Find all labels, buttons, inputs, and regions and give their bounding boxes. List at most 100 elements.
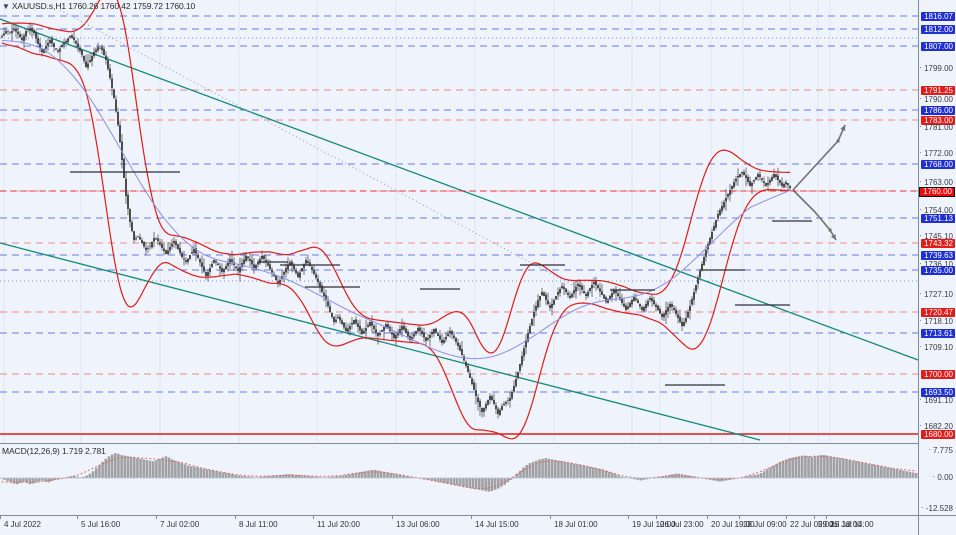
price-tick-current[interactable]: 1760.00 <box>919 187 955 197</box>
price-tick-red[interactable]: 1700.00 <box>921 370 955 379</box>
macd-bar <box>284 474 288 478</box>
macd-bar <box>880 466 883 478</box>
price-tick-blue[interactable]: 1816.07 <box>921 12 955 21</box>
bullish-forecast-line[interactable] <box>792 124 846 191</box>
macd-bar <box>395 474 399 478</box>
macd-bar <box>218 471 222 478</box>
macd-bar <box>883 466 886 478</box>
macd-signal-line[interactable] <box>1 455 917 490</box>
price-axis[interactable]: 1816.07 1812.00 1807.00 1799.00 1791.251790.… <box>918 0 956 515</box>
axis-corner <box>918 515 956 535</box>
trendline-lower-descending-channel[interactable] <box>0 242 761 441</box>
macd-indicator-panel[interactable]: MACD(12,26,9) 1.719 2.781 <box>0 443 918 515</box>
macd-bar <box>94 468 98 478</box>
price-chart-canvas[interactable] <box>0 0 918 443</box>
macd-bar <box>430 478 434 481</box>
price-tick-blue[interactable]: 1768.00 <box>921 160 955 169</box>
macd-bar <box>506 478 510 483</box>
bearish-forecast-head <box>831 234 836 240</box>
macd-bar <box>215 471 218 478</box>
macd-bar <box>351 473 354 478</box>
macd-bar <box>832 456 836 478</box>
macd-bar <box>82 476 85 478</box>
macd-bar <box>496 478 500 489</box>
vertical-gridlines <box>3 0 831 443</box>
macd-bar <box>269 476 272 478</box>
macd-bar <box>234 474 237 478</box>
macd-bar <box>34 478 38 483</box>
macd-bar <box>560 461 563 478</box>
macd-bar <box>199 468 203 478</box>
macd-bar <box>870 464 874 478</box>
macd-bar <box>398 474 402 478</box>
macd-bar <box>25 478 28 483</box>
macd-bar <box>550 459 554 478</box>
macd-bar <box>110 454 114 478</box>
price-tick-red[interactable]: 1783.00 <box>921 116 955 125</box>
macd-bar <box>705 478 709 480</box>
time-axis[interactable]: 4 Jul 2022 5 Jul 16:00 7 Jul 02:00 8 Jul 11… <box>0 515 918 535</box>
macd-bar <box>348 474 351 478</box>
macd-bar <box>753 474 757 478</box>
macd-bar <box>186 465 190 478</box>
macd-bar <box>519 470 522 478</box>
macd-bar <box>892 468 896 478</box>
price-tick-plain: 1736.10 <box>919 259 955 269</box>
macd-bar <box>566 462 570 478</box>
macd-bar <box>614 474 617 478</box>
macd-bar <box>155 460 158 478</box>
price-tick-blue[interactable]: 1713.61 <box>921 329 955 338</box>
macd-bar <box>807 456 810 478</box>
trendline-upper-descending-channel[interactable] <box>0 18 918 361</box>
bollinger-lower-band[interactable] <box>1 42 790 440</box>
time-tick: 26 Jul 23:00 <box>656 516 704 529</box>
price-tick-blue[interactable]: 1812.00 <box>921 25 955 34</box>
macd-bar <box>851 460 855 478</box>
macd-bar <box>747 476 750 478</box>
macd-header: MACD(12,26,9) 1.719 2.781 <box>2 446 106 456</box>
macd-histogram[interactable] <box>0 453 918 492</box>
bearish-forecast-line[interactable] <box>792 189 837 241</box>
macd-bar <box>31 478 35 484</box>
price-tick-blue[interactable]: 1693.50 <box>921 388 955 397</box>
price-tick-red[interactable]: 1743.32 <box>921 239 955 248</box>
price-marker-lines[interactable] <box>70 171 812 386</box>
price-tick-blue[interactable]: 1739.63 <box>921 251 955 260</box>
macd-bar <box>791 457 794 478</box>
macd-bar <box>183 464 187 478</box>
macd-bar <box>474 478 478 490</box>
macd-bar <box>788 458 791 478</box>
price-tick-blue[interactable]: 1807.00 <box>921 42 955 51</box>
macd-bar <box>810 456 813 478</box>
time-tick: 11 Jul 20:00 <box>313 516 360 529</box>
time-tick: 20 Jul 19:00 <box>707 516 755 529</box>
macd-bar <box>167 457 171 478</box>
descending-dotted-ray[interactable] <box>59 9 601 301</box>
macd-bar <box>585 466 589 478</box>
macd-canvas[interactable] <box>0 444 918 515</box>
macd-bar <box>436 478 440 482</box>
macd-bar <box>490 478 494 492</box>
macd-bar <box>661 476 665 478</box>
price-tick-red[interactable]: 1720.47 <box>921 308 955 317</box>
price-tick-blue[interactable]: 1735.00 <box>921 266 955 275</box>
price-tick-blue[interactable]: 1751.13 <box>921 214 955 223</box>
moving-average-line[interactable] <box>1 40 791 360</box>
macd-bar <box>265 476 269 478</box>
forecast-arrows[interactable] <box>792 124 846 241</box>
macd-bar <box>731 478 734 480</box>
price-tick-red[interactable]: 1791.25 <box>921 86 955 95</box>
price-chart-panel[interactable]: ▼ XAUUSD.s,H1 1760.26 1760.42 1759.72 176… <box>0 0 918 443</box>
macd-bar <box>262 476 266 478</box>
macd-bar <box>591 467 595 478</box>
price-tick-plain: 1772.00 <box>919 148 955 158</box>
price-tick-red[interactable]: 1680.00 <box>921 430 955 439</box>
macd-bar <box>104 458 108 478</box>
macd-bar <box>563 461 567 478</box>
bollinger-upper-band[interactable] <box>1 0 790 354</box>
macd-bar <box>303 475 307 478</box>
price-tick-blue[interactable]: 1786.00 <box>921 106 955 115</box>
macd-bar <box>772 465 776 478</box>
macd-bar <box>604 470 608 478</box>
